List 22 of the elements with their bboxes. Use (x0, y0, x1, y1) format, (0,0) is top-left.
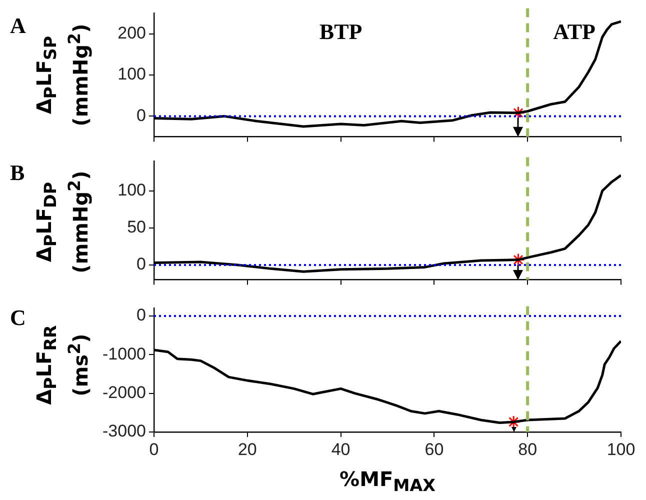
x-tick-label: 80 (518, 440, 538, 459)
y-tick-label: -2000 (102, 383, 146, 402)
x-tick-label: 100 (606, 440, 636, 459)
chart-title: A (10, 13, 26, 39)
y-tick-label: -1000 (102, 344, 146, 364)
y-tick-label: 0 (136, 106, 146, 125)
y-tick-label: 100 (118, 180, 146, 200)
y-tick-label: 100 (118, 64, 146, 84)
x-tick-label: 40 (331, 440, 350, 459)
chart-title: C (10, 305, 26, 331)
y-tick-label: 200 (118, 23, 146, 42)
annotation: ATP (553, 18, 596, 44)
x-tick-label: 60 (424, 440, 444, 459)
x-tick-label: 0 (149, 440, 159, 459)
y-tick-label: 0 (136, 306, 146, 325)
y-tick-label: 0 (136, 254, 146, 274)
y-tick-label: 50 (127, 218, 146, 237)
x-axis-title: %MF$_{MAX}$ (338, 467, 436, 495)
y-tick-label: -3000 (102, 422, 146, 441)
annotation: BTP (319, 18, 362, 44)
chart-title: B (10, 160, 25, 186)
x-tick-label: 20 (238, 440, 257, 459)
